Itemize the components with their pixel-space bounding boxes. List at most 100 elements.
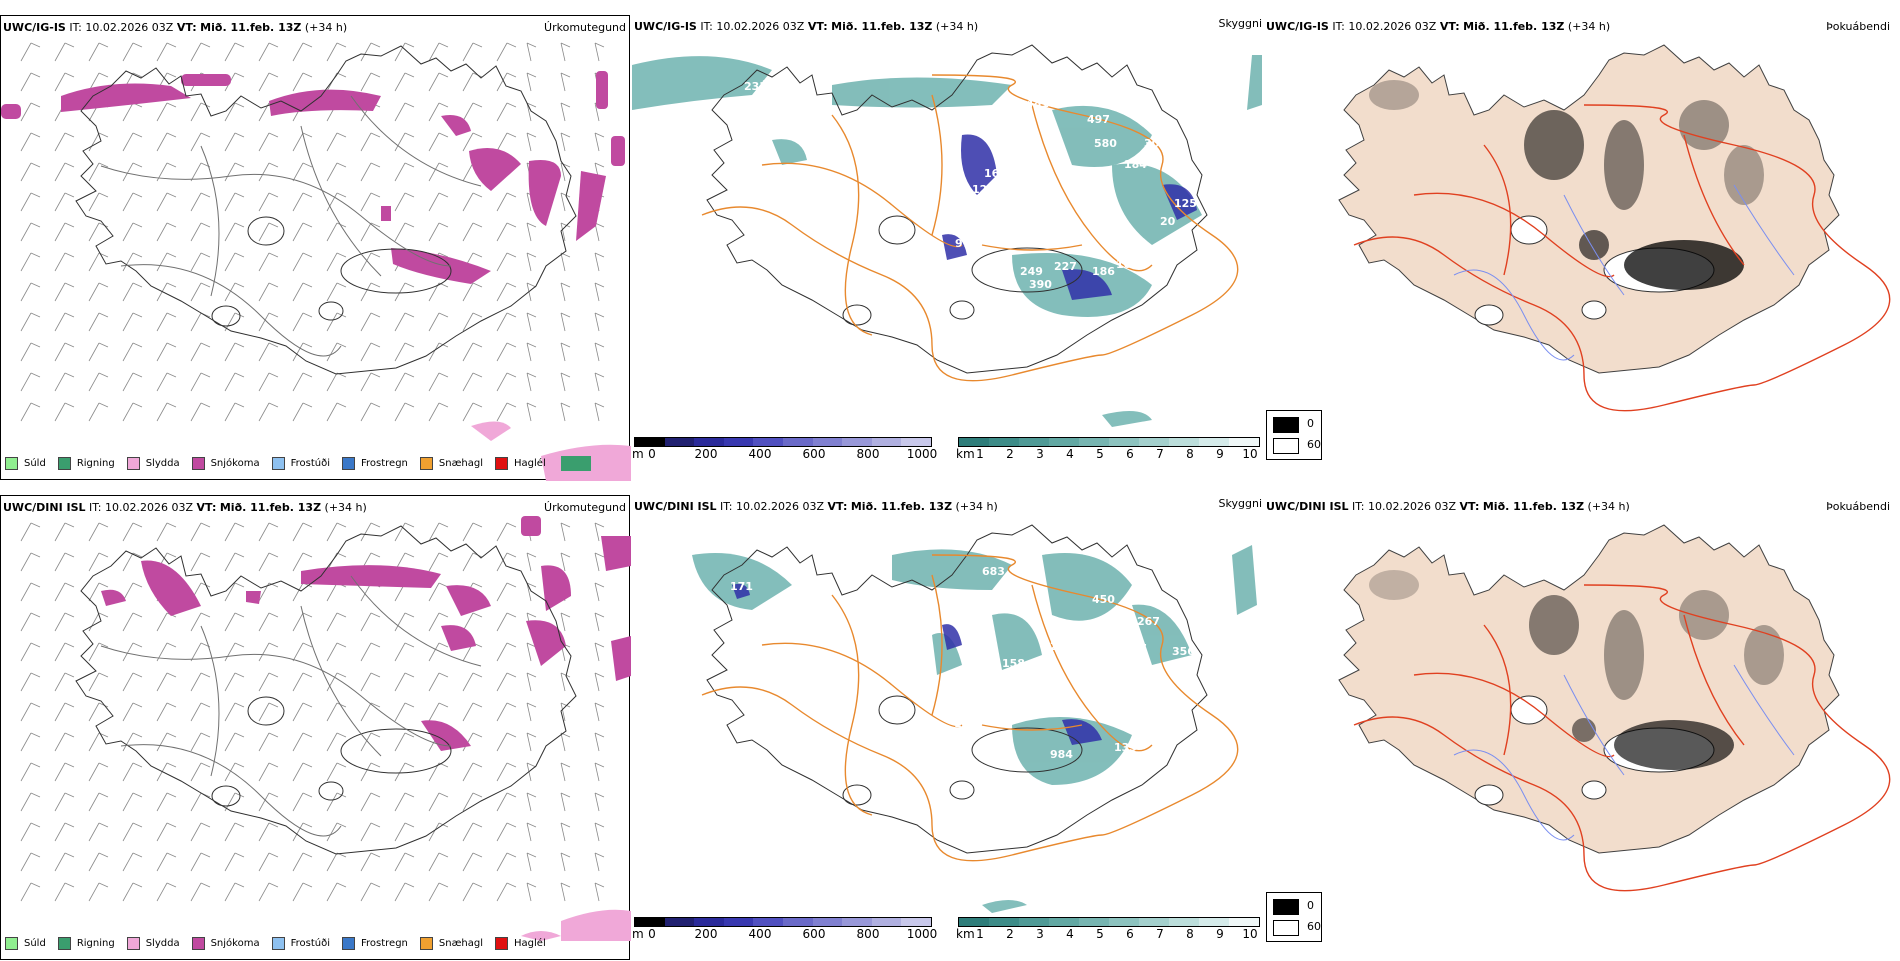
panel-title: UWC/DINI ISL IT: 10.02.2026 03Z VT: Mið.… — [1266, 500, 1630, 513]
wind-barb — [20, 162, 41, 182]
legend-item: Frostregn — [342, 936, 408, 950]
ceiling-label: 217 — [762, 78, 785, 91]
wind-barb — [360, 522, 381, 542]
ceiling-colorbar-ramp — [634, 437, 932, 447]
wind-barb — [20, 42, 41, 62]
wind-barb — [54, 732, 75, 752]
wind-barbs — [20, 42, 605, 422]
wind-barb — [156, 372, 177, 392]
wind-barb — [496, 342, 517, 362]
wind-barb — [360, 132, 381, 152]
swatch-snow-pellets — [419, 456, 433, 470]
wind-barb — [190, 282, 211, 302]
wind-barb — [292, 702, 313, 722]
colorbar-segment — [753, 918, 783, 926]
colorbar-segment — [753, 438, 783, 446]
ceiling-value-labels: 171 683 450 238 234 267 356 307 158 173 … — [730, 565, 1195, 761]
wind-barb — [360, 882, 381, 902]
wind-barb — [394, 792, 415, 812]
wind-barb — [224, 192, 245, 212]
wind-barb — [360, 252, 381, 272]
wind-barb — [360, 852, 381, 872]
visibility-colorbar-ramp — [958, 917, 1260, 927]
wind-barb — [54, 342, 75, 362]
glacier-outline — [1581, 300, 1607, 320]
wind-barb — [292, 72, 313, 92]
panel-title: UWC/IG-IS IT: 10.02.2026 03Z VT: Mið. 11… — [634, 20, 979, 33]
colorbar-segment — [1229, 918, 1259, 926]
swatch-sleet — [126, 456, 140, 470]
wind-barb — [88, 162, 109, 182]
wind-barb — [156, 822, 177, 842]
legend-item: Snjókoma — [191, 456, 260, 470]
wind-barb — [594, 552, 605, 572]
snow-areas — [101, 516, 631, 751]
wind-barb — [54, 282, 75, 302]
wind-barb — [190, 612, 211, 632]
wind-barb — [526, 372, 537, 392]
wind-barb — [560, 882, 571, 902]
ceiling-label: 15 — [1050, 215, 1065, 228]
wind-barb — [394, 522, 415, 542]
wind-barb — [258, 852, 279, 872]
fog-indicator-panel-2: UWC/DINI ISL IT: 10.02.2026 03Z VT: Mið.… — [1264, 495, 1900, 960]
glacier-outline — [878, 695, 916, 725]
swatch-freezing-rain — [342, 936, 355, 950]
wind-barb — [428, 312, 449, 332]
wind-barb — [560, 852, 571, 872]
coastline — [75, 525, 577, 855]
wind-barb — [326, 822, 347, 842]
legend-item: Snæhagl — [419, 936, 483, 950]
legend-item: Súld — [5, 456, 46, 470]
colorbar-tick-label: 7 — [1156, 447, 1164, 461]
wind-barb — [292, 222, 313, 242]
wind-barb — [292, 762, 313, 782]
wind-barb — [560, 762, 571, 782]
wind-barb — [224, 822, 245, 842]
wind-barb — [258, 342, 279, 362]
wind-barb — [462, 102, 483, 122]
wind-barb — [258, 882, 279, 902]
ceiling-colorbar: m 0 200 400 600 800 1000 — [632, 917, 937, 957]
wind-barb — [190, 252, 211, 272]
colorbar-segment — [635, 438, 665, 446]
wind-barb — [190, 312, 211, 332]
wind-barb — [122, 132, 143, 152]
wind-barb — [258, 162, 279, 182]
wind-barb — [394, 102, 415, 122]
wind-barb — [394, 222, 415, 242]
wind-barb — [54, 132, 75, 152]
wind-barb — [496, 792, 517, 812]
colorbar-tick-label: 1 — [976, 927, 984, 941]
fog-high-swatch — [1273, 417, 1299, 433]
wind-barb — [156, 732, 177, 752]
glacier-outline — [949, 780, 975, 800]
colorbar-tick-label: 0 — [648, 447, 656, 461]
glacier-outline — [247, 216, 285, 246]
wind-barb — [560, 282, 571, 302]
colorbar-tick-label: 800 — [856, 447, 880, 461]
ceiling-label: 20 — [1160, 215, 1176, 228]
wind-barb — [462, 882, 483, 902]
wind-barb — [428, 522, 449, 542]
wind-barb — [462, 192, 483, 212]
wind-barb — [496, 312, 517, 332]
ceiling-label: 202 — [994, 192, 1017, 205]
wind-barb — [560, 612, 571, 632]
wind-barb — [292, 132, 313, 152]
wind-barb — [20, 402, 41, 422]
wind-barb — [526, 132, 537, 152]
ceiling-colorbar-ramp — [634, 917, 932, 927]
colorbar-segment — [664, 918, 695, 926]
wind-barb — [360, 642, 381, 662]
coastline — [1338, 524, 1840, 854]
glacier-outline — [1510, 695, 1548, 725]
wind-barb — [224, 642, 245, 662]
wind-barb — [594, 792, 605, 812]
fog-legend-1: 0 60 — [1266, 410, 1322, 460]
wind-barb — [462, 792, 483, 812]
wind-barb — [326, 42, 347, 62]
colorbar-tick-label: 6 — [1126, 447, 1134, 461]
wind-barb — [88, 372, 109, 392]
ceiling-label: 233 — [744, 80, 767, 93]
